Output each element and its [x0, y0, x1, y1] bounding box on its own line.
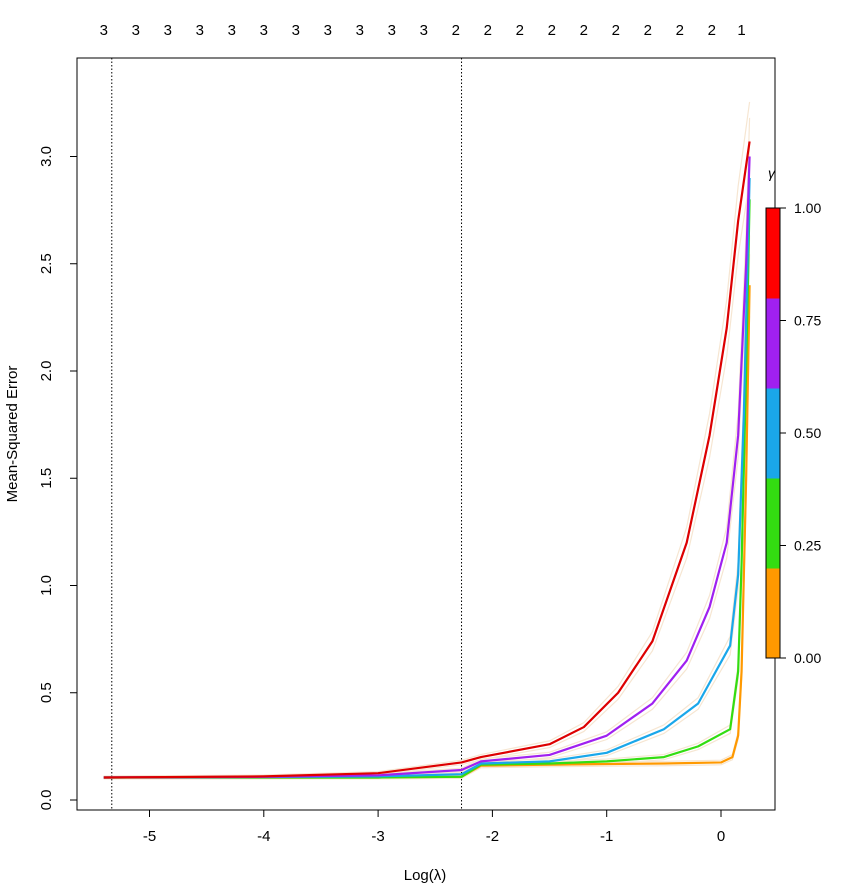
y-tick-label-5: 2.5: [38, 253, 55, 274]
top-count-label-12: 2: [484, 22, 492, 39]
plot-frame: [76, 57, 776, 811]
band-layer: [103, 101, 751, 780]
colorbar-segment-2: [766, 388, 780, 479]
x-tick-label-0: -5: [143, 828, 156, 845]
top-count-label-5: 3: [260, 22, 268, 39]
y-tick-label-3: 1.5: [38, 468, 55, 489]
top-count-label-4: 3: [228, 22, 236, 39]
series-4-band-upper: [103, 101, 751, 777]
reference-lines: [111, 58, 463, 810]
colorbar-tick-label-1: 0.25: [794, 538, 821, 554]
top-count-label-11: 2: [452, 22, 460, 39]
x-tick-label-4: -1: [600, 828, 613, 845]
series-4-band-lower: [103, 180, 751, 780]
top-count-label-6: 3: [292, 22, 300, 39]
y-axis-label: Mean-Squared Error: [4, 366, 21, 503]
series-1-band-upper: [103, 163, 751, 777]
top-count-label-7: 3: [324, 22, 332, 39]
y-axis: 0.0 0.5 1.0 1.5 2.0 2.5 3.0: [38, 146, 78, 811]
top-count-label-19: 2: [708, 22, 716, 39]
top-count-label-2: 3: [164, 22, 172, 39]
series-2-band-upper: [103, 140, 751, 777]
x-tick-label-1: -4: [257, 828, 270, 845]
series-2-band-lower: [103, 215, 751, 780]
y-tick-label-1: 0.5: [38, 682, 55, 703]
series-line-2: [103, 177, 751, 779]
top-count-label-13: 2: [516, 22, 524, 39]
colorbar-tick-label-2: 0.50: [794, 425, 821, 441]
y-tick-label-0: 0.0: [38, 790, 55, 811]
series-line-3: [103, 156, 751, 779]
top-count-label-8: 3: [356, 22, 364, 39]
x-tick-label-5: 0: [717, 828, 725, 845]
colorbar-title: γ: [768, 165, 776, 181]
top-count-label-1: 3: [132, 22, 140, 39]
series-3-band-lower: [103, 195, 751, 780]
x-tick-label-3: -2: [486, 828, 499, 845]
y-tick-label-6: 3.0: [38, 146, 55, 167]
series-3-band-upper: [103, 117, 751, 777]
series-layer: [103, 141, 751, 779]
colorbar-segment-4: [766, 208, 780, 299]
top-axis: 3 3 3 3 3 3 3 3 3 3 3 2 2 2 2 2 2 2 2 2 1: [100, 22, 746, 39]
colorbar-segment-3: [766, 298, 780, 389]
x-tick-label-2: -3: [371, 828, 384, 845]
top-count-label-17: 2: [644, 22, 652, 39]
series-line-4: [103, 141, 751, 779]
colorbar-segment-1: [766, 478, 780, 569]
top-count-label-14: 2: [548, 22, 556, 39]
top-count-label-10: 3: [420, 22, 428, 39]
colorbar-segment-0: [766, 568, 780, 659]
colorbar-tick-label-3: 0.75: [794, 313, 821, 329]
top-count-label-3: 3: [196, 22, 204, 39]
colorbar-tick-label-0: 0.00: [794, 650, 821, 666]
y-tick-label-4: 2.0: [38, 361, 55, 382]
y-tick-label-2: 1.0: [38, 575, 55, 596]
top-count-label-9: 3: [388, 22, 396, 39]
colorbar-tick-label-4: 1.00: [794, 200, 821, 216]
x-axis: -5 -4 -3 -2 -1 0: [143, 809, 725, 845]
top-count-label-20: 1: [737, 22, 745, 39]
gamma-colorbar-legend: 0.00 0.25 0.50 0.75 1.00 γ: [765, 165, 821, 666]
top-count-label-16: 2: [612, 22, 620, 39]
top-count-label-0: 3: [100, 22, 108, 39]
top-count-label-18: 2: [676, 22, 684, 39]
x-axis-label: Log(λ): [404, 867, 447, 884]
top-count-label-15: 2: [580, 22, 588, 39]
series-line-1: [103, 199, 751, 779]
